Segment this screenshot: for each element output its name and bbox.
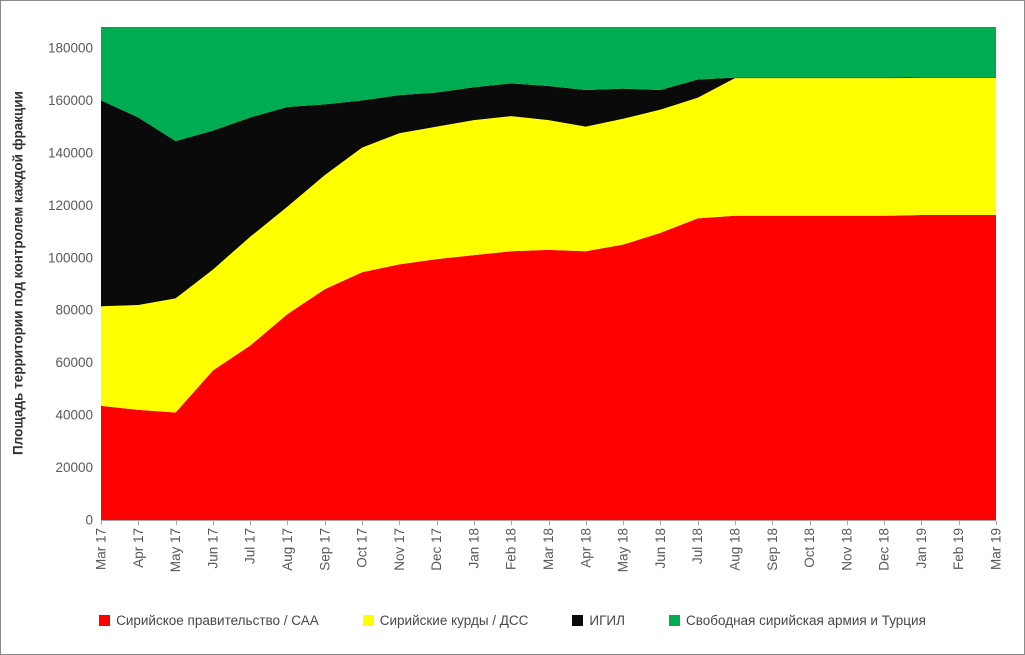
x-tick-label: Oct 17 (355, 528, 370, 568)
x-tick-label: Feb 19 (951, 528, 966, 570)
y-tick-label: 20000 (55, 460, 93, 475)
legend-item-isil: ИГИЛ (572, 613, 625, 628)
x-tick-label: Sep 18 (765, 528, 780, 571)
y-tick-label: 140000 (48, 145, 93, 160)
y-tick-label: 80000 (55, 303, 93, 318)
legend-item-kurds-sdf: Сирийские курды / ДСС (362, 612, 529, 628)
area-band-government-saa (101, 215, 996, 520)
x-tick-label: Aug 17 (280, 528, 295, 571)
y-tick-label: 160000 (48, 93, 93, 108)
x-tick-label: Nov 18 (839, 528, 854, 571)
y-tick-label: 60000 (55, 355, 93, 370)
y-tick-label: 0 (85, 513, 93, 528)
legend-swatch-government-saa (99, 614, 111, 626)
x-tick-label: Jan 19 (914, 528, 929, 569)
area-band-kurds-sdf (101, 77, 996, 413)
x-tick-label: Jul 18 (690, 528, 705, 564)
legend-label-kurds-sdf: Сирийские курды / ДСС (379, 612, 529, 628)
legend-label-isil: ИГИЛ (589, 612, 625, 628)
x-tick-label: Apr 18 (578, 528, 593, 568)
x-tick-label: Dec 17 (429, 528, 444, 571)
legend-swatch-kurds-sdf (362, 614, 374, 626)
x-tick-label: May 17 (168, 528, 183, 572)
area-band-isil (101, 77, 996, 307)
x-tick-label: Aug 18 (727, 528, 742, 571)
legend-label-government-saa: Сирийское правительство / САА (116, 612, 319, 628)
x-tick-label: Apr 17 (131, 528, 146, 568)
y-tick-label: 100000 (48, 250, 93, 265)
y-tick-label: 120000 (48, 198, 93, 213)
x-tick-label: Mar 19 (989, 528, 1004, 570)
x-tick-label: May 18 (616, 528, 631, 572)
x-tick-label: Mar 18 (541, 528, 556, 570)
x-tick-label: Oct 18 (802, 528, 817, 568)
x-tick-label: Dec 18 (877, 528, 892, 571)
area-band-fsa-turkey (101, 27, 996, 142)
legend: Сирийское правительство / САА Сирийские к… (1, 607, 1024, 633)
x-tick-label: Mar 17 (94, 528, 109, 570)
legend-swatch-isil (572, 614, 584, 626)
x-tick-label: Sep 17 (317, 528, 332, 571)
y-tick-label: 180000 (48, 40, 93, 55)
legend-label-fsa-turkey: Свободная сирийская армия и Турция (686, 612, 926, 628)
legend-swatch-fsa-turkey (669, 614, 680, 626)
legend-item-government-saa: Сирийское правительство / САА (99, 613, 319, 628)
x-tick-label: Feb 18 (504, 528, 519, 570)
x-tick-label: Jul 17 (243, 528, 258, 564)
x-tick-label: Jun 18 (653, 528, 668, 569)
x-tick-label: Nov 17 (392, 528, 407, 571)
y-tick-label: 40000 (55, 408, 93, 423)
legend-item-fsa-turkey: Свободная сирийская армия и Турция (669, 613, 926, 628)
x-tick-label: Jun 17 (205, 528, 220, 569)
x-tick-label: Jan 18 (466, 528, 481, 569)
